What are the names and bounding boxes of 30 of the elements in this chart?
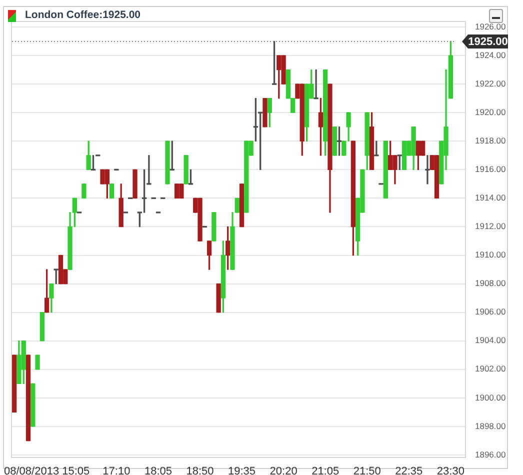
y-tick-label: 1912.00 [475, 221, 506, 232]
y-tick-label: 1914.00 [475, 192, 506, 203]
y-tick-label: 1926.00 [475, 21, 506, 32]
x-tick-label: 22:35 [395, 466, 423, 475]
candlestick [314, 69, 318, 100]
y-tick-label: 1924.00 [475, 50, 506, 60]
y-tick-label: 1902.00 [475, 364, 506, 374]
y-tick-label: 1906.00 [475, 306, 506, 317]
x-tick-label: 18:50 [186, 466, 214, 475]
y-tick-label: 1898.00 [475, 420, 506, 431]
y-tick-label: 1900.00 [475, 392, 506, 402]
x-tick-label: 19:35 [228, 466, 256, 475]
y-tick-label: 1910.00 [475, 250, 506, 260]
y-tick-label: 1922.00 [475, 78, 506, 88]
y-tick-label: 1920.00 [475, 106, 506, 117]
candlestick [425, 155, 430, 184]
x-tick-label: 08/08/2013 15:05 [4, 466, 90, 475]
x-tick-label: 18:05 [144, 466, 172, 475]
x-tick-label: 17:10 [102, 466, 130, 475]
y-tick-label: 1904.00 [475, 335, 506, 346]
y-tick-label: 1896.00 [475, 449, 506, 460]
y-tick-label: 1916.00 [475, 164, 506, 174]
x-tick-label: 21:50 [353, 466, 381, 475]
chart-title: London Coffee:1925.00 [25, 9, 141, 22]
x-tick-label: 20:20 [270, 466, 298, 475]
x-tick-label: 21:05 [312, 466, 340, 475]
ref-line-label: 1925.00 [468, 36, 508, 48]
x-tick-label: 23:30 [436, 466, 464, 475]
y-tick-label: 1918.00 [475, 135, 506, 146]
y-tick-label: 1908.00 [475, 278, 506, 288]
